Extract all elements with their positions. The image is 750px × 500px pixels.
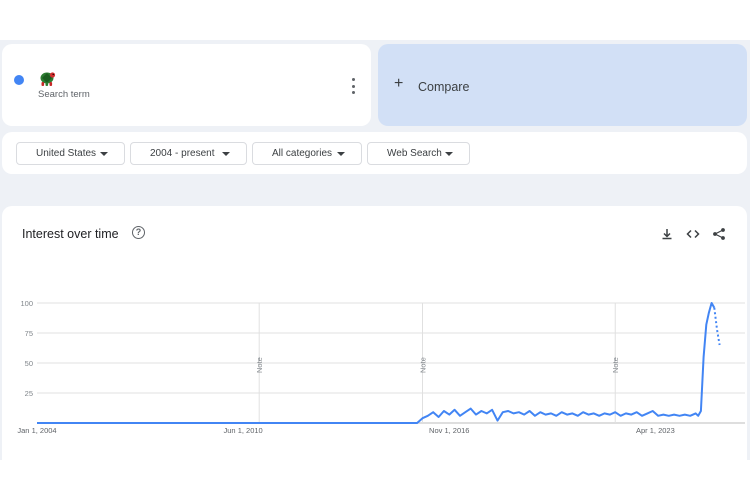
note-label: Note bbox=[611, 357, 620, 373]
download-icon[interactable] bbox=[660, 227, 674, 241]
search-term-label: Search term bbox=[38, 89, 90, 100]
x-tick-label: Jun 1, 2010 bbox=[224, 426, 263, 435]
caret-down-icon bbox=[222, 152, 230, 156]
x-tick-label: Apr 1, 2023 bbox=[636, 426, 675, 435]
search-term-card[interactable] bbox=[2, 44, 371, 126]
caret-down-icon bbox=[445, 152, 453, 156]
compare-button[interactable] bbox=[378, 44, 747, 126]
filter-search-type[interactable]: Web Search bbox=[367, 142, 470, 165]
y-tick-label: 75 bbox=[25, 329, 33, 338]
y-tick-label: 100 bbox=[20, 299, 33, 308]
filter-region[interactable]: United States bbox=[16, 142, 125, 165]
y-tick-label: 25 bbox=[25, 389, 33, 398]
series-color-dot bbox=[14, 75, 24, 85]
note-label: Note bbox=[418, 357, 427, 373]
partial-data-line bbox=[713, 307, 721, 346]
filter-category-label: All categories bbox=[272, 148, 333, 159]
y-tick-label: 50 bbox=[25, 359, 33, 368]
filter-region-label: United States bbox=[36, 148, 97, 159]
series-line bbox=[37, 302, 716, 424]
x-tick-label: Jan 1, 2004 bbox=[17, 426, 56, 435]
filter-time-range[interactable]: 2004 - present bbox=[130, 142, 247, 165]
share-icon[interactable] bbox=[712, 227, 726, 241]
chart-title: Interest over time bbox=[22, 227, 119, 241]
note-label: Note bbox=[255, 357, 264, 373]
filter-time-range-label: 2004 - present bbox=[150, 148, 215, 159]
compare-label: Compare bbox=[418, 80, 470, 94]
embed-code-icon[interactable] bbox=[686, 227, 700, 241]
filter-search-type-label: Web Search bbox=[387, 148, 442, 159]
filter-category[interactable]: All categories bbox=[252, 142, 362, 165]
plus-icon: + bbox=[394, 75, 404, 92]
turtle-emoji-icon bbox=[40, 72, 56, 86]
caret-down-icon bbox=[100, 152, 108, 156]
x-tick-label: Nov 1, 2016 bbox=[429, 426, 469, 435]
help-icon[interactable]: ? bbox=[132, 226, 145, 239]
caret-down-icon bbox=[337, 152, 345, 156]
more-options-icon[interactable] bbox=[347, 78, 359, 94]
